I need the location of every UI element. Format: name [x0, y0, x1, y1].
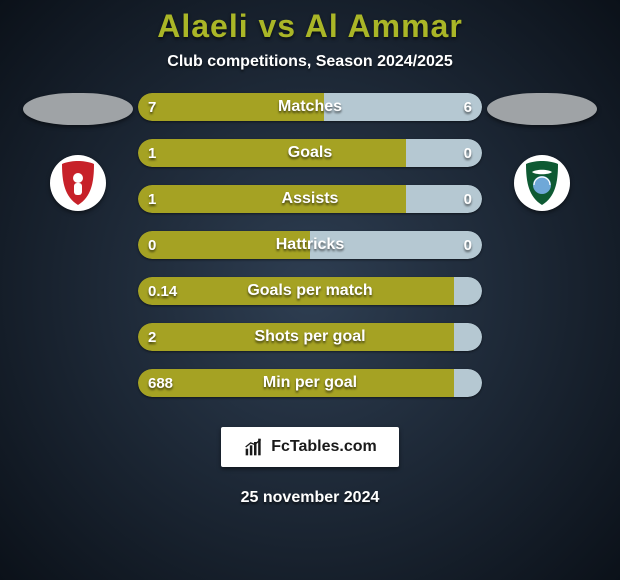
page-title: Alaeli vs Al Ammar	[0, 8, 620, 45]
right-player-column	[482, 93, 602, 211]
shield-icon	[514, 155, 570, 211]
stat-row: 76Matches	[138, 93, 482, 121]
stat-row: 10Goals	[138, 139, 482, 167]
stat-row: 2Shots per goal	[138, 323, 482, 351]
stat-fill-right	[406, 185, 482, 213]
stat-fill-left	[138, 231, 310, 259]
stat-fill-left	[138, 185, 406, 213]
chart-icon	[243, 437, 265, 457]
stat-row: 10Assists	[138, 185, 482, 213]
stat-bars: 76Matches 10Goals 10Assists 00Hattricks 0.14…	[138, 93, 482, 397]
stat-row: 00Hattricks	[138, 231, 482, 259]
right-team-crest	[514, 155, 570, 211]
left-player-photo	[23, 93, 133, 125]
stat-fill-right	[310, 231, 482, 259]
stat-fill-right	[454, 369, 482, 397]
stat-fill-left	[138, 93, 324, 121]
brand-text: FcTables.com	[271, 438, 377, 456]
stat-fill-right	[454, 277, 482, 305]
stat-fill-right	[454, 323, 482, 351]
left-player-column	[18, 93, 138, 211]
stat-fill-left	[138, 277, 454, 305]
brand-badge: FcTables.com	[221, 427, 399, 467]
page-subtitle: Club competitions, Season 2024/2025	[0, 53, 620, 71]
stat-fill-right	[406, 139, 482, 167]
date-label: 25 november 2024	[0, 489, 620, 507]
stat-fill-right	[324, 93, 482, 121]
left-team-crest	[50, 155, 106, 211]
shield-icon	[50, 155, 106, 211]
stat-fill-left	[138, 369, 454, 397]
comparison-panel: 76Matches 10Goals 10Assists 00Hattricks 0.14…	[0, 93, 620, 397]
stat-row: 0.14Goals per match	[138, 277, 482, 305]
right-player-photo	[487, 93, 597, 125]
stat-row: 688Min per goal	[138, 369, 482, 397]
stat-fill-left	[138, 323, 454, 351]
stat-fill-left	[138, 139, 406, 167]
